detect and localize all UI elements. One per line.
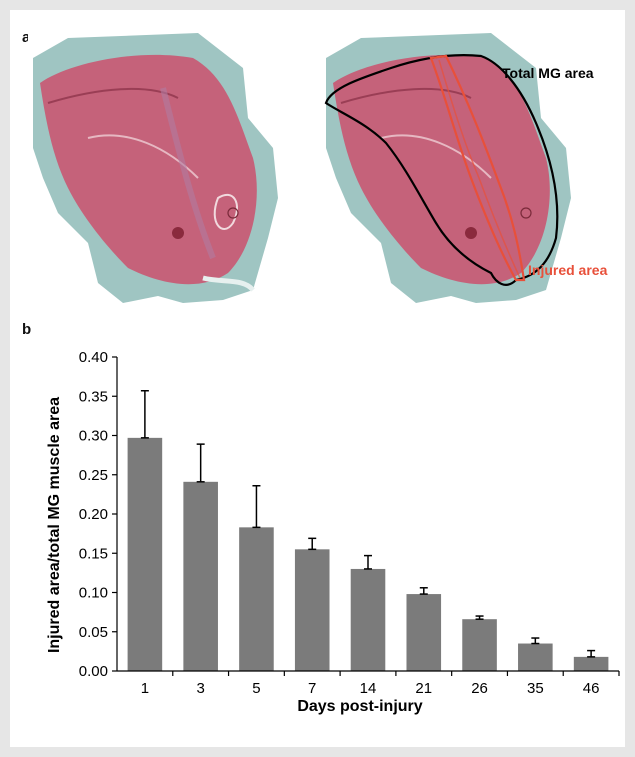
injured-outline <box>429 54 526 282</box>
histology-image-left <box>28 28 283 310</box>
y-axis-label: Injured area/total MG muscle area <box>46 397 63 653</box>
x-tick-label: 21 <box>415 680 432 697</box>
y-tick-label: 0.30 <box>79 428 108 445</box>
bar <box>406 594 442 671</box>
total-mg-area-label: Total MG area <box>502 65 594 81</box>
x-tick-label: 1 <box>141 680 149 697</box>
y-tick-label: 0.15 <box>79 545 108 562</box>
bar <box>127 437 163 671</box>
bar <box>518 643 553 671</box>
y-tick-label: 0.05 <box>79 624 108 641</box>
x-tick-label: 46 <box>583 680 600 697</box>
y-tick-label: 0.40 <box>79 349 108 366</box>
y-tick-label: 0.00 <box>79 663 108 680</box>
x-tick-label: 3 <box>196 680 204 697</box>
bar <box>239 527 274 671</box>
x-axis-label: Days post-injury <box>297 698 422 715</box>
injured-area-label: Injured area <box>528 262 608 278</box>
panel-a-label: a <box>22 29 31 46</box>
bar-chart: 0.000.050.100.150.200.250.300.350.401 3 5 7… <box>46 349 620 715</box>
bar <box>183 481 218 671</box>
histology-image-right <box>321 28 576 310</box>
bar <box>462 619 497 671</box>
figure: a Total MG area Injured area b 0.00 0.05 0… <box>10 10 625 747</box>
y-tick-label: 0.10 <box>79 585 108 602</box>
x-tick-label: 5 <box>252 680 260 697</box>
y-tick-label: 0.35 <box>79 388 108 405</box>
y-tick-label: 0.25 <box>79 467 108 484</box>
panel-b-label: b <box>22 321 32 338</box>
x-tick-label: 35 <box>527 680 544 697</box>
bar <box>350 568 386 671</box>
x-tick-label: 7 <box>308 680 316 697</box>
bar <box>294 549 330 671</box>
bar <box>573 656 609 671</box>
x-tick-label: 14 <box>360 680 377 697</box>
x-tick-label: 26 <box>471 680 488 697</box>
y-tick-label: 0.20 <box>79 506 108 523</box>
axes-layer: 0.000.050.100.150.200.250.300.350.401 3 5 7… <box>79 349 620 697</box>
bars-layer <box>127 390 609 671</box>
